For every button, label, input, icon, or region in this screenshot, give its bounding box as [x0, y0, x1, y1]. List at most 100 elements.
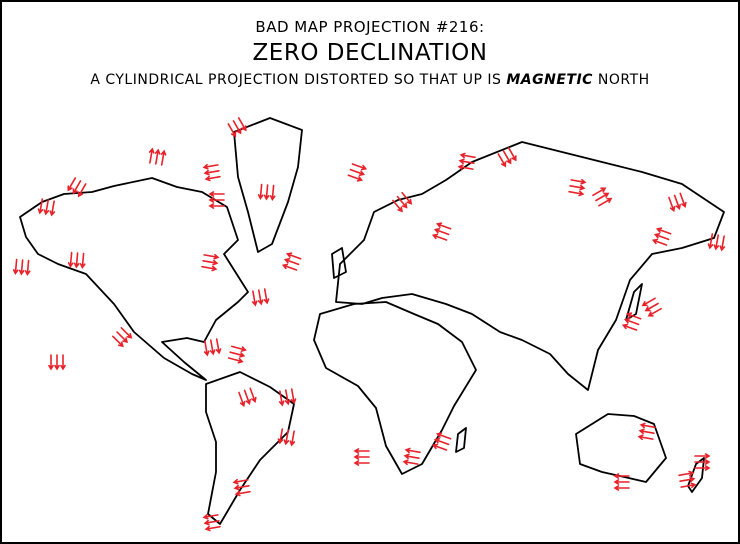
compass-arrow: [234, 490, 251, 497]
compass-arrow: [209, 339, 216, 356]
declination-arrows: [12, 117, 726, 532]
compass-arrow: [595, 192, 610, 202]
compass-arrow: [283, 258, 300, 266]
british-isles: [331, 247, 347, 279]
compass-arrow: [203, 340, 210, 357]
compass-arrow: [613, 485, 630, 491]
south-america: [205, 371, 295, 525]
kicker-text: BAD MAP PROJECTION #216:: [255, 18, 485, 36]
compass-arrow: [592, 187, 607, 197]
compass-arrow: [719, 235, 726, 252]
compass-arrow: [49, 200, 56, 217]
compass-arrow: [232, 120, 242, 135]
compass-arrow: [116, 331, 129, 344]
greenland: [233, 117, 303, 253]
compass-arrow: [249, 387, 257, 403]
compass-arrow: [623, 318, 640, 326]
compass-arrow: [656, 227, 672, 235]
compass-arrow: [37, 198, 44, 215]
subtitle-prefix: A CYLINDRICAL PROJECTION DISTORTED SO TH…: [90, 72, 502, 88]
compass-arrow: [613, 473, 630, 479]
compass-arrow: [707, 233, 714, 250]
compass-arrow: [457, 164, 474, 171]
compass-arrow: [73, 252, 80, 269]
comic-subtitle: A CYLINDRICAL PROJECTION DISTORTED SO TH…: [2, 72, 738, 88]
compass-arrow: [673, 194, 681, 211]
compass-arrow: [12, 258, 19, 275]
compass-arrow: [208, 191, 225, 197]
compass-arrow: [112, 335, 124, 348]
compass-arrow: [232, 478, 249, 485]
compass-arrow: [679, 476, 696, 483]
compass-arrow: [283, 429, 290, 446]
compass-arrow: [621, 323, 638, 331]
compass-arrow: [638, 428, 655, 435]
compass-arrow: [18, 259, 25, 276]
compass-arrow: [257, 289, 264, 306]
compass-arrow: [613, 479, 630, 485]
compass-arrow: [678, 470, 695, 477]
compass-arrow: [647, 307, 662, 317]
compass-arrow: [694, 453, 711, 459]
compass-arrow: [433, 228, 450, 236]
compass-arrow: [349, 168, 366, 176]
compass-arrow: [639, 422, 656, 429]
comic-title: ZERO DECLINATION: [252, 40, 488, 66]
compass-arrow: [233, 484, 250, 491]
compass-arrow: [569, 184, 586, 191]
compass-arrow: [203, 169, 220, 176]
compass-arrow: [79, 252, 86, 270]
compass-arrow: [154, 148, 161, 165]
compass-arrow: [404, 447, 421, 454]
compass-arrow: [713, 234, 720, 251]
compass-arrow: [278, 390, 285, 407]
compass-arrow: [281, 263, 298, 271]
compass-arrow: [203, 519, 220, 526]
compass-arrow: [215, 338, 222, 355]
compass-arrow: [203, 253, 220, 260]
compass-arrow: [694, 465, 711, 471]
compass-arrow: [237, 117, 247, 132]
compass-arrow: [637, 434, 654, 441]
compass-arrow: [277, 428, 284, 445]
africa: [313, 301, 477, 475]
compass-arrow: [497, 153, 507, 168]
compass-arrow: [668, 196, 676, 213]
compass-arrow: [458, 158, 475, 165]
compass-arrow: [204, 175, 221, 182]
compass-arrow: [43, 199, 50, 216]
compass-arrow: [598, 197, 613, 207]
compass-arrow: [403, 453, 420, 460]
compass-arrow: [204, 525, 221, 532]
north-america: [19, 177, 249, 381]
compass-arrow: [641, 297, 656, 307]
compass-arrow: [396, 195, 408, 209]
compass-arrow: [431, 443, 448, 451]
compass-arrow: [67, 251, 74, 268]
compass-arrow: [290, 388, 297, 405]
compass-arrow: [502, 150, 512, 165]
compass-arrow: [202, 259, 219, 266]
compass-arrow: [289, 430, 296, 447]
compass-arrow: [570, 178, 587, 185]
compass-arrow: [351, 163, 368, 171]
compass-arrow: [402, 459, 419, 466]
compass-arrow: [67, 177, 77, 192]
compass-arrow: [120, 327, 133, 339]
compass-arrow: [54, 354, 60, 371]
compass-arrow: [227, 123, 237, 138]
eurasia: [335, 141, 725, 391]
compass-arrow: [230, 345, 247, 352]
australia: [575, 413, 667, 483]
compass-arrow: [263, 184, 270, 201]
madagascar: [455, 427, 467, 453]
compass-arrow: [208, 203, 225, 209]
subtitle-suffix: NORTH: [597, 72, 650, 88]
compass-arrow: [436, 432, 452, 440]
compass-arrow: [653, 233, 670, 241]
compass-arrow: [60, 354, 66, 371]
compass-arrow: [77, 183, 87, 198]
compass-arrow: [202, 513, 219, 520]
compass-arrow: [269, 184, 276, 202]
